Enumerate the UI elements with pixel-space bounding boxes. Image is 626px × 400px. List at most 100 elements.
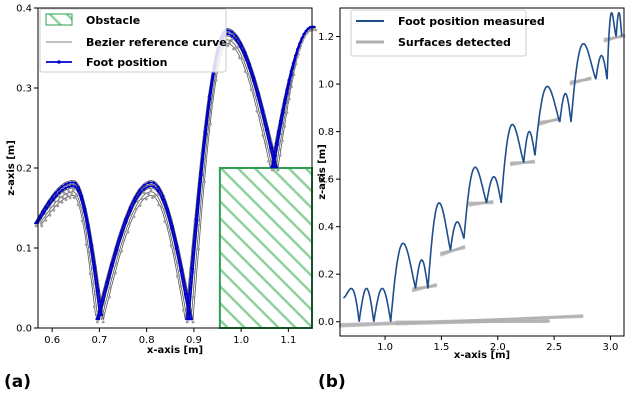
bezier-sample-point xyxy=(226,44,230,47)
panel-a: 0.6 0.7 0.8 0.9 1.0 1.1 0.0 0.1 0.2 0.3 0.4 x-axi… xyxy=(4,4,318,392)
foot-position-marker xyxy=(133,196,137,199)
panel-a-y-ticks: 0.0 0.1 0.2 0.3 0.4 xyxy=(16,4,38,335)
bezier-sample-point xyxy=(276,168,280,172)
foot-position-marker xyxy=(203,130,207,133)
foot-position-marker xyxy=(115,249,119,252)
bezier-sample-point xyxy=(92,305,96,309)
bezier-sample-point xyxy=(34,224,38,228)
bezier-sample-point xyxy=(185,320,189,324)
x-tick-label: 2.0 xyxy=(490,342,506,353)
y-tick-label: 0.8 xyxy=(318,127,334,138)
obstacle-rect xyxy=(218,167,313,329)
foot-position-marker xyxy=(76,189,80,193)
foot-position-marker xyxy=(272,165,276,169)
panel-a-x-ticks: 0.6 0.7 0.8 0.9 1.0 1.1 xyxy=(44,328,296,346)
foot-position-marker xyxy=(302,33,306,36)
foot-position-marker xyxy=(270,165,274,169)
y-tick-label: 0.2 xyxy=(16,164,32,175)
foot-position-marker xyxy=(190,267,193,270)
bezier-sample-point xyxy=(72,196,76,200)
bezier-sample-point xyxy=(83,224,86,228)
bezier-sample-point xyxy=(108,286,112,290)
bezier-sample-point xyxy=(101,320,105,324)
y-tick-label: 0.4 xyxy=(318,222,334,233)
foot-position-marker xyxy=(95,317,99,321)
legend-foot-marker xyxy=(57,60,61,64)
bezier-sample-point xyxy=(285,111,289,115)
bezier-sample-point xyxy=(228,40,232,44)
bezier-sample-point xyxy=(264,141,268,145)
bezier-sample-point xyxy=(246,72,250,76)
bezier-sample-point xyxy=(252,92,256,96)
foot-position-marker xyxy=(279,119,282,123)
bezier-sample-point xyxy=(61,196,65,200)
legend-a-box xyxy=(39,8,227,73)
foot-position-marker xyxy=(156,189,160,193)
foot-position-marker xyxy=(266,127,269,130)
foot-position-marker xyxy=(124,221,128,224)
foot-position-marker xyxy=(34,221,37,225)
foot-position-marker xyxy=(166,208,170,211)
foot-position-marker xyxy=(48,202,52,206)
foot-position-marker xyxy=(243,54,246,58)
bezier-sample-point xyxy=(126,230,130,234)
bezier-sample-point xyxy=(278,147,281,151)
bezier-sample-point xyxy=(175,274,179,278)
bezier-sample-point xyxy=(78,204,82,208)
x-tick-label: 0.9 xyxy=(186,335,202,346)
foot-position-marker xyxy=(225,29,229,32)
bezier-sample-point xyxy=(166,224,170,228)
bezier-sample-point xyxy=(191,320,195,324)
foot-position-marker xyxy=(124,217,127,221)
bezier-sample-point xyxy=(290,77,294,81)
bezier-sample-point xyxy=(151,196,154,200)
detected-surface xyxy=(395,318,550,326)
bezier-sample-point xyxy=(142,191,146,195)
foot-position-marker xyxy=(257,92,260,95)
bezier-sample-point xyxy=(230,38,234,41)
foot-position-marker xyxy=(70,184,74,188)
panel-a-legend: Obstacle Bezier reference curve Foot pos… xyxy=(39,8,227,73)
bezier-sample-point xyxy=(60,201,64,204)
bezier-curve xyxy=(185,27,279,321)
foot-position-marker xyxy=(293,54,297,58)
foot-position-marker xyxy=(51,198,55,201)
y-tick-label: 0.1 xyxy=(16,244,32,255)
bezier-sample-point xyxy=(149,188,153,192)
foot-position-marker xyxy=(97,317,101,321)
foot-position-marker xyxy=(313,25,316,29)
bezier-sample-point xyxy=(283,125,287,128)
obstacle-region xyxy=(218,167,313,329)
bezier-sample-point xyxy=(290,85,293,89)
bezier-curve xyxy=(39,191,98,317)
foot-position-marker xyxy=(291,61,295,65)
bezier-sample-point xyxy=(234,46,238,49)
bezier-sample-point xyxy=(236,45,240,49)
bezier-sample-point xyxy=(76,203,80,207)
panel-b-y-ticks: 0.0 0.2 0.4 0.6 0.8 1.0 1.2 xyxy=(318,32,340,328)
x-tick-label: 0.6 xyxy=(44,335,60,346)
foot-position-marker xyxy=(261,109,265,112)
panel-b: 1.0 1.5 2.0 2.5 3.0 0.0 0.2 0.4 0.6 0.8 1.0 1.2 x-… xyxy=(317,7,626,392)
foot-position-marker xyxy=(97,289,100,292)
panel-b-plot-area xyxy=(340,8,624,336)
panel-a-label: (a) xyxy=(4,372,31,392)
bezier-sample-point xyxy=(147,192,151,196)
y-tick-label: 0.2 xyxy=(318,270,334,281)
bezier-sample-point xyxy=(287,97,291,101)
bezier-sample-point xyxy=(203,180,207,184)
foot-position-marker xyxy=(74,181,77,185)
foot-position-marker xyxy=(296,47,299,51)
bezier-sample-point xyxy=(114,262,118,266)
legend-bezier-label: Bezier reference curve xyxy=(86,36,227,49)
bezier-sample-point xyxy=(127,222,131,225)
bezier-sample-point xyxy=(214,79,218,82)
bezier-sample-point xyxy=(153,194,157,197)
foot-position-marker xyxy=(128,206,132,209)
foot-position-marker xyxy=(171,225,174,228)
bezier-sample-point xyxy=(39,219,43,223)
foot-position-marker xyxy=(280,121,283,125)
foot-position-marker xyxy=(83,207,87,211)
bezier-sample-point xyxy=(44,216,48,219)
bezier-sample-point xyxy=(285,103,289,107)
